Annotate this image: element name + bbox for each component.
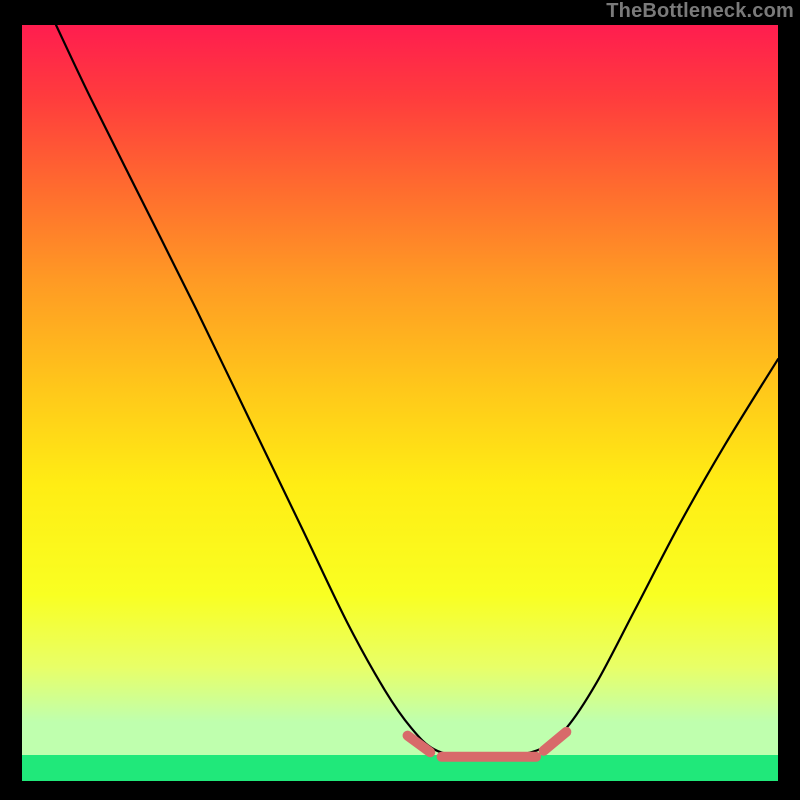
highlight-mark-0 xyxy=(408,736,431,753)
plot-overlay xyxy=(22,25,778,781)
watermark-text: TheBottleneck.com xyxy=(606,0,794,23)
bottleneck-curve xyxy=(56,25,778,758)
plot-inner xyxy=(22,25,778,781)
highlight-marks xyxy=(408,732,567,757)
highlight-mark-2 xyxy=(544,732,567,751)
plot-frame xyxy=(22,25,778,781)
chart-stage: TheBottleneck.com xyxy=(0,0,800,800)
